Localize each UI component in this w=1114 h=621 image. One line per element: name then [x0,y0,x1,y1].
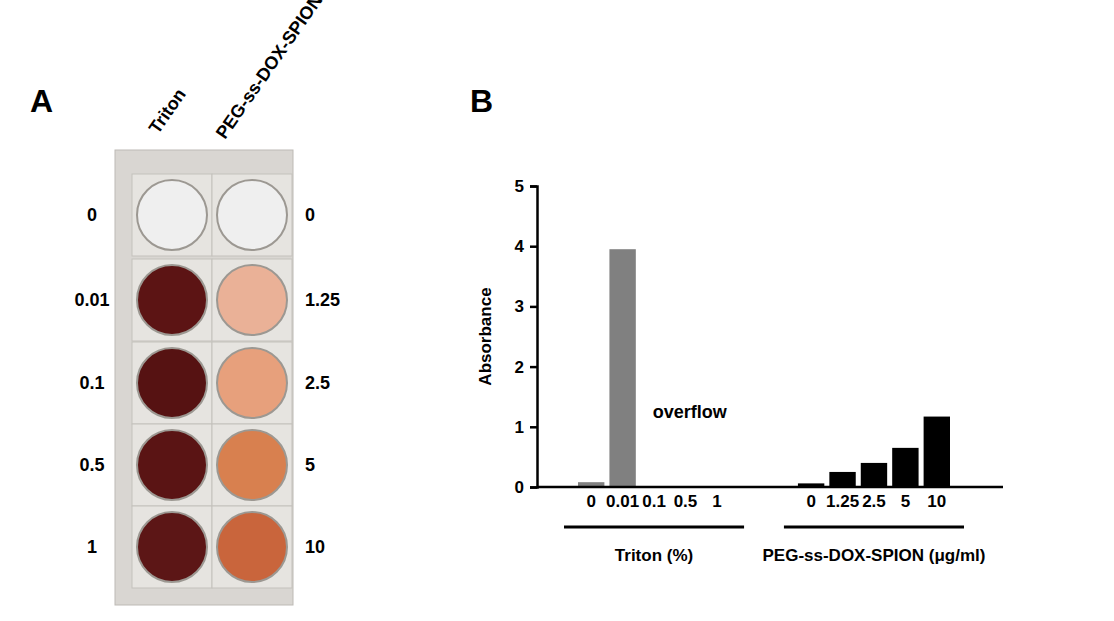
x-tick: 10 [927,492,946,511]
y-tick-mark [530,366,537,369]
well-cell [212,342,292,424]
group-underline [564,526,744,529]
row-label: 0.01 [74,290,109,310]
row-label: 0 [87,205,97,225]
x-tick-label: 5 [901,492,910,511]
x-tick: 0 [806,492,815,511]
bar [861,463,887,487]
row-label: 5 [305,455,315,475]
column-label: PEG-ss-DOX-SPION [212,0,326,142]
x-tick-label: 0 [806,492,815,511]
figure-container: ABTritonPEG-ss-DOX-SPION00.010.10.5101.2… [0,0,1114,621]
row-label: 0 [305,205,315,225]
well-cell [132,174,212,256]
x-tick: 5 [901,492,910,511]
panel-label: A [30,83,53,119]
well-cell [132,424,212,506]
well [217,265,287,335]
well-cell [212,259,292,341]
y-axis-line [530,187,538,488]
well-cell [212,506,292,588]
x-tick: 0 [586,492,595,511]
y-tick: 3 [515,297,537,316]
y-tick-mark [530,245,537,248]
y-tick: 4 [515,237,537,256]
well [217,180,287,250]
x-axis-line [537,486,1003,489]
group-underline [784,526,964,529]
y-tick: 0 [515,478,537,497]
well-cell [132,259,212,341]
group-label: Triton (%) [615,546,693,565]
bar [892,448,918,487]
well [217,348,287,418]
row-label: 0.1 [79,373,104,393]
panel-a: TritonPEG-ss-DOX-SPION00.010.10.5101.252… [74,0,340,605]
y-tick-mark [530,426,537,429]
y-tick-label: 2 [515,358,524,377]
row-label: 0.5 [79,455,104,475]
well [217,512,287,582]
row-label: 1 [87,537,97,557]
well [137,265,207,335]
y-tick: 5 [515,177,537,196]
group-label: PEG-ss-DOX-SPION (μg/ml) [762,546,985,565]
well [137,348,207,418]
bar [609,249,635,487]
row-label: 1.25 [305,290,340,310]
well [217,430,287,500]
x-tick: 1.25 [826,492,859,511]
y-tick-mark [530,486,537,489]
y-axis-title: Absorbance [476,287,495,385]
well-cell [212,174,292,256]
well-cell [132,342,212,424]
well [137,430,207,500]
x-tick-label: 0.1 [642,492,666,511]
x-axis: 00.010.10.5101.252.5510 [586,492,946,511]
y-axis: 0 1 2 3 4 5 [515,177,538,497]
y-tick: 1 [515,418,537,437]
annotation: overflow [653,402,728,422]
row-label: 10 [305,537,325,557]
panel-b: 01234500.010.10.5101.252.5510Triton (%)P… [476,177,1003,565]
x-tick: 0.5 [674,492,698,511]
y-tick-label: 4 [515,237,525,256]
bar [924,417,950,487]
x-tick-label: 0.5 [674,492,698,511]
plate [115,150,293,605]
y-tick-mark [530,306,537,309]
y-tick: 2 [515,358,537,377]
y-tick-label: 3 [515,297,524,316]
bar [829,472,855,487]
row-label: 2.5 [305,373,330,393]
y-tick-label: 5 [515,177,524,196]
y-tick-label: 0 [515,478,524,497]
x-tick-label: 10 [927,492,946,511]
x-tick-label: 2.5 [862,492,886,511]
x-tick-label: 1.25 [826,492,859,511]
well [137,512,207,582]
x-tick-label: 0 [586,492,595,511]
x-tick-label: 0.01 [606,492,639,511]
x-tick: 0.1 [642,492,666,511]
y-tick-label: 1 [515,418,524,437]
well [137,180,207,250]
x-tick: 1 [712,492,721,511]
well-cell [132,506,212,588]
x-tick-label: 1 [712,492,721,511]
x-tick: 0.01 [606,492,639,511]
bars [578,249,950,487]
column-label: Triton [145,85,190,137]
y-tick-mark [530,185,537,188]
well-cell [212,424,292,506]
panel-label: B [470,83,493,119]
figure: ABTritonPEG-ss-DOX-SPION00.010.10.5101.2… [0,0,1114,621]
x-tick: 2.5 [862,492,886,511]
